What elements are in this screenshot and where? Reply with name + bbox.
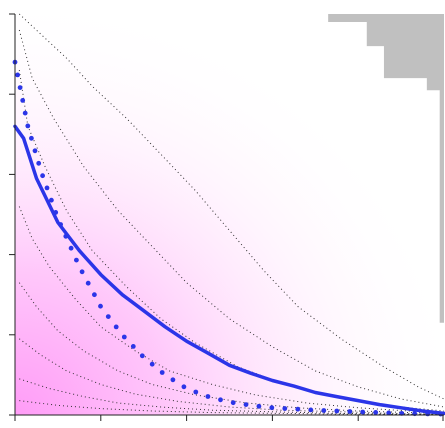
series-dot [159,370,165,375]
series-solid-line [13,124,445,416]
series-dot [79,269,85,275]
contour-lines [18,13,445,416]
series-dot [243,402,249,407]
series-dot [218,397,223,403]
contour-line-5 [18,282,445,414]
series-dot [193,389,199,395]
masked-region [328,14,444,323]
series-dot [181,384,187,390]
series-dot [230,400,236,406]
series-dot [130,344,136,349]
series-dot [308,407,314,413]
series-dot [256,403,262,409]
series-dot [113,324,119,330]
series-dot [53,210,59,215]
series-dot [36,160,42,166]
series-dot [68,245,74,251]
series-dot [347,409,353,414]
series-dot [438,411,444,417]
series-dot [25,123,31,129]
contour-line-4 [18,206,445,414]
series-dot [22,110,28,116]
series-dot [170,377,176,383]
masked-area [328,14,444,323]
series-dot [121,334,127,340]
density-heatmap [15,14,444,415]
series-dot [386,410,392,416]
series-dot [44,185,50,191]
series-dot [40,173,45,179]
series-dot [149,361,155,367]
contour-line-1 [18,13,445,400]
series-dot [98,303,103,309]
series-dot [139,353,145,359]
series-dot [269,405,275,411]
axes [9,13,444,421]
series-dot [49,197,54,203]
series-dotted-line [12,59,444,417]
series-dot [32,148,38,154]
series-dot [360,409,366,415]
series-dot [92,292,97,298]
series-dot [15,72,20,78]
series-dot [321,408,327,413]
series-layer [12,59,445,417]
series-dot [74,257,79,263]
series-dot [373,410,379,415]
series-dot [425,411,431,417]
series-dot [295,406,301,412]
series-dot [205,394,211,399]
series-dot [29,135,34,141]
series-dot [282,406,288,411]
series-dot [105,314,111,319]
series-dot [58,222,63,227]
series-dot [63,233,69,239]
series-dot [20,98,26,103]
series-dot [334,408,340,414]
series-dot [85,280,91,286]
contour-line-3 [18,70,445,412]
series-dot [17,85,23,90]
